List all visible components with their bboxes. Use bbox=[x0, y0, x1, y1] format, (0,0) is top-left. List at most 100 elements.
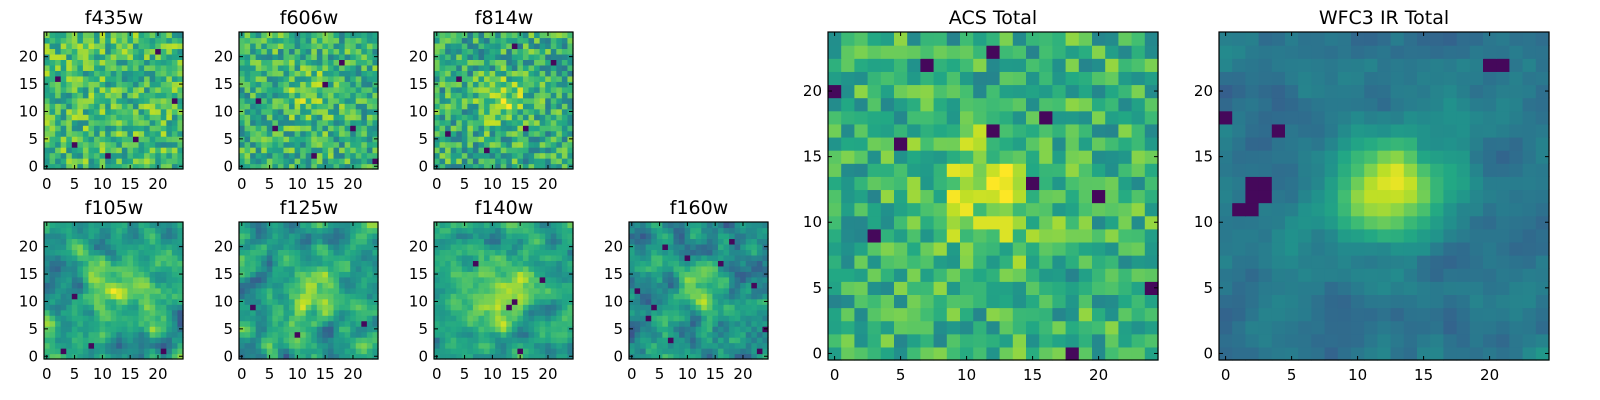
heatmap-cell bbox=[500, 353, 507, 360]
heatmap-cell bbox=[44, 103, 51, 110]
heatmap-cell bbox=[88, 59, 95, 66]
heatmap-cell bbox=[316, 64, 323, 71]
heatmap-cell bbox=[629, 309, 636, 316]
heatmap-cell bbox=[1118, 255, 1133, 269]
heatmap-cell bbox=[434, 141, 441, 148]
heatmap-cell bbox=[88, 119, 95, 126]
heatmap-cell bbox=[500, 141, 507, 148]
heatmap-cell bbox=[110, 282, 117, 289]
heatmap-cell bbox=[283, 260, 290, 267]
heatmap-cell bbox=[1144, 202, 1159, 217]
heatmap-cell bbox=[155, 315, 162, 322]
heatmap-cell bbox=[155, 276, 162, 283]
heatmap-cell bbox=[445, 53, 452, 60]
heatmap-cell bbox=[116, 238, 123, 245]
heatmap-cell bbox=[907, 307, 921, 322]
heatmap-cell bbox=[144, 130, 151, 137]
heatmap-cell bbox=[645, 304, 652, 311]
heatmap-cell bbox=[854, 163, 869, 177]
heatmap-cell bbox=[333, 103, 340, 110]
heatmap-cell bbox=[467, 254, 474, 261]
heatmap-cell bbox=[550, 222, 557, 229]
heatmap-cell bbox=[506, 32, 513, 39]
heatmap-cell bbox=[71, 337, 78, 344]
heatmap-cell bbox=[44, 147, 51, 154]
heatmap-cell bbox=[160, 97, 167, 104]
heatmap-cell bbox=[294, 59, 301, 66]
heatmap-cell bbox=[561, 125, 569, 132]
heatmap-cell bbox=[316, 81, 323, 88]
heatmap-cell bbox=[729, 287, 736, 294]
heatmap-cell bbox=[94, 353, 101, 360]
heatmap-cell bbox=[261, 342, 268, 349]
heatmap-cell bbox=[1118, 281, 1133, 295]
heatmap-cell bbox=[144, 348, 151, 355]
heatmap-cell bbox=[662, 249, 669, 256]
heatmap-cell bbox=[986, 333, 1001, 348]
heatmap-cell bbox=[762, 282, 769, 289]
heatmap-cell bbox=[450, 114, 457, 121]
heatmap-cell bbox=[305, 141, 312, 148]
heatmap-cell bbox=[484, 97, 491, 104]
heatmap-cell bbox=[155, 136, 162, 143]
heatmap-cell bbox=[522, 103, 530, 110]
heatmap-cell bbox=[522, 136, 530, 143]
heatmap-cell bbox=[946, 176, 961, 191]
heatmap-cell bbox=[366, 92, 374, 99]
heatmap-cell bbox=[255, 53, 262, 60]
heatmap-cell bbox=[132, 222, 140, 229]
heatmap-cell bbox=[366, 42, 374, 50]
heatmap-cell bbox=[261, 119, 268, 126]
heatmap-cell bbox=[116, 108, 123, 115]
heatmap-cell bbox=[316, 282, 323, 289]
heatmap-cell bbox=[361, 147, 368, 154]
heatmap-cell bbox=[740, 227, 747, 234]
heatmap-cell bbox=[339, 163, 346, 170]
heatmap-cell bbox=[522, 243, 530, 250]
heatmap-cell bbox=[333, 342, 340, 349]
heatmap-cell bbox=[322, 152, 329, 159]
heatmap-cell bbox=[60, 92, 67, 99]
heatmap-cell bbox=[355, 119, 362, 126]
heatmap-cell bbox=[500, 337, 507, 344]
heatmap-cell bbox=[534, 59, 541, 66]
heatmap-cell bbox=[489, 59, 496, 66]
heatmap-cell bbox=[277, 331, 285, 338]
heatmap-cell bbox=[756, 342, 764, 349]
heatmap-cell bbox=[255, 163, 262, 170]
heatmap-cell bbox=[322, 249, 329, 256]
heatmap-cell bbox=[255, 326, 262, 333]
heatmap-cell bbox=[372, 86, 379, 93]
heatmap-cell bbox=[138, 348, 145, 355]
heatmap-cell bbox=[294, 227, 301, 234]
heatmap-cell bbox=[177, 282, 184, 289]
heatmap-cell bbox=[517, 59, 524, 66]
heatmap-cell bbox=[144, 304, 151, 311]
heatmap-cell bbox=[144, 265, 151, 272]
heatmap-cell bbox=[662, 227, 669, 234]
heatmap-cell bbox=[645, 320, 652, 327]
heatmap-cell bbox=[305, 37, 312, 44]
heatmap-cell bbox=[294, 265, 301, 272]
heatmap-cell bbox=[272, 304, 279, 311]
heatmap-cell bbox=[350, 331, 357, 338]
heatmap-cell bbox=[261, 141, 268, 148]
heatmap-cell bbox=[88, 304, 95, 311]
heatmap-cell bbox=[55, 103, 62, 110]
heatmap-cell bbox=[372, 249, 379, 256]
heatmap-cell bbox=[283, 75, 290, 82]
heatmap-cell bbox=[372, 42, 379, 50]
heatmap-cell bbox=[439, 48, 446, 55]
heatmap-cell bbox=[49, 298, 56, 305]
heatmap-cell bbox=[261, 260, 268, 267]
heatmap-cell bbox=[99, 81, 106, 88]
heatmap-cell bbox=[177, 130, 184, 137]
heatmap-cell bbox=[756, 331, 764, 338]
heatmap-cell bbox=[550, 141, 557, 148]
heatmap-cell bbox=[121, 276, 128, 283]
heatmap-cell bbox=[99, 141, 106, 148]
heatmap-cell bbox=[723, 342, 730, 349]
heatmap-cell bbox=[645, 331, 652, 338]
heatmap-cells bbox=[239, 222, 379, 360]
heatmap-cell bbox=[366, 298, 374, 305]
